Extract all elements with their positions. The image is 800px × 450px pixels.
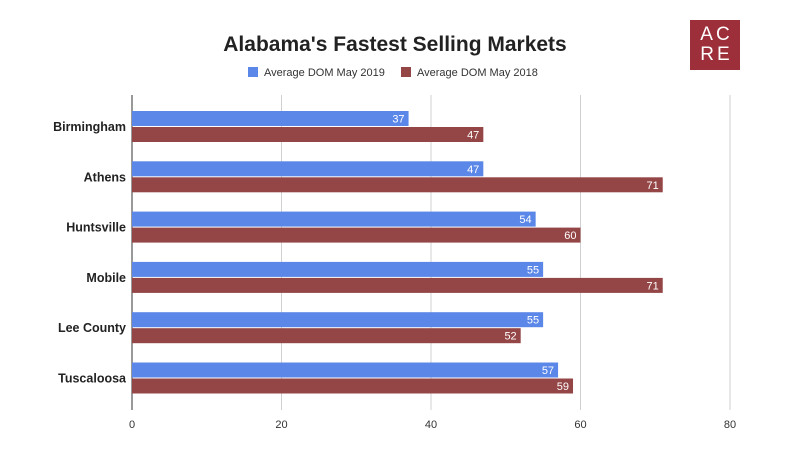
legend-swatch-1 xyxy=(401,67,411,77)
category-label-1: Athens xyxy=(84,170,126,184)
grid-lines xyxy=(131,95,731,410)
x-tick-label-2: 40 xyxy=(425,419,437,431)
category-label-5: Tuscaloosa xyxy=(58,372,127,386)
bar-label-3-0: 55 xyxy=(527,264,539,276)
bar-1-0 xyxy=(132,161,484,177)
bar-label-4-1: 52 xyxy=(504,331,516,343)
bar-label-1-1: 71 xyxy=(646,180,658,192)
bar-0-1 xyxy=(132,127,484,142)
bar-5-0 xyxy=(132,362,559,378)
category-label-0: Birmingham xyxy=(53,120,126,134)
bar-0-0 xyxy=(132,111,409,126)
bar-label-1-0: 47 xyxy=(467,164,479,176)
x-axis-ticks: 0 20 40 60 80 xyxy=(129,419,736,431)
category-label-4: Lee County xyxy=(58,321,126,335)
bar-2-0 xyxy=(132,211,536,227)
legend-swatch-0 xyxy=(248,67,258,77)
x-tick-label-4: 80 xyxy=(724,419,736,431)
legend-label-0: Average DOM May 2019 xyxy=(264,67,385,79)
bar-3-1 xyxy=(132,277,663,293)
bar-label-4-0: 55 xyxy=(527,315,539,327)
logo-line-1: AC xyxy=(700,24,733,45)
bar-label-5-0: 57 xyxy=(542,365,554,377)
x-tick-label-1: 20 xyxy=(275,419,287,431)
category-labels: Birmingham Athens Huntsville Mobile Lee Coun… xyxy=(53,120,127,386)
acre-logo: AC RE xyxy=(690,20,740,70)
chart-title: Alabama's Fastest Selling Markets xyxy=(223,33,566,56)
bar-4-1 xyxy=(132,328,521,344)
category-label-2: Huntsville xyxy=(66,221,126,235)
bar-label-2-1: 60 xyxy=(564,230,576,242)
legend-label-1: Average DOM May 2018 xyxy=(417,67,538,79)
x-tick-label-0: 0 xyxy=(129,419,135,431)
category-label-3: Mobile xyxy=(86,271,126,285)
bar-label-2-0: 54 xyxy=(519,214,531,226)
bar-1-1 xyxy=(132,177,663,193)
bar-5-1 xyxy=(132,378,574,394)
bar-2-1 xyxy=(132,227,581,243)
bar-label-5-1: 59 xyxy=(557,381,569,393)
bar-4-0 xyxy=(132,312,544,328)
bar-label-3-1: 71 xyxy=(646,280,658,292)
x-tick-label-3: 60 xyxy=(574,419,586,431)
bar-label-0-0: 37 xyxy=(392,114,404,126)
bar-label-0-1: 47 xyxy=(467,130,479,142)
logo-line-2: RE xyxy=(700,44,733,65)
legend: Average DOM May 2019 Average DOM May 2018 xyxy=(248,67,538,79)
bar-3-0 xyxy=(132,261,544,277)
